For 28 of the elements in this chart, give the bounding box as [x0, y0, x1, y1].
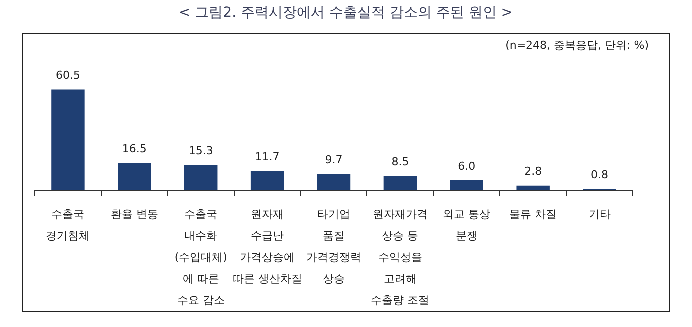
text: (n=248, 중복응답, 단위: %): [506, 38, 649, 53]
data-label: 2.8: [524, 165, 542, 178]
data-label: 15.3: [188, 144, 214, 158]
data-label: 11.7: [255, 150, 280, 164]
x-tick-label: 환율 변동: [110, 208, 158, 222]
bar: [52, 90, 85, 190]
data-label: 6.0: [458, 160, 476, 173]
bar: [450, 180, 484, 190]
x-tick-label: 외교 통상 분쟁: [443, 208, 491, 243]
bar: [516, 186, 550, 190]
x-tick-label: 수출국 내수화 (수입대체) 에 따른 수요 감소: [174, 208, 228, 307]
x-tick-label: 원자재 수급난 가격상승에 따른 생산차질: [232, 208, 302, 286]
data-label: 16.5: [122, 142, 147, 156]
x-tick-label: 물류 차질: [510, 208, 558, 222]
chart-title: < 그림2. 주력시장에서 수출실적 감소의 주된 원인 >: [178, 4, 514, 22]
x-tick-label: 기타: [588, 208, 611, 222]
data-label: 9.7: [325, 154, 343, 167]
data-label: 8.5: [392, 156, 410, 169]
data-label: 0.8: [591, 168, 609, 182]
x-tick-label: 원자재가격 상승 등 수익성을 고려해 수출량 조절: [371, 208, 430, 307]
bar: [384, 176, 418, 190]
bar: [118, 163, 152, 190]
bar: [250, 171, 284, 190]
x-tick-label: 수출국 경기침체: [46, 208, 90, 243]
x-tick-label: 타기업 품질 가격경쟁력 상승: [306, 208, 362, 286]
bar: [317, 174, 351, 190]
data-label: 60.5: [56, 69, 80, 82]
bar: [184, 165, 218, 190]
